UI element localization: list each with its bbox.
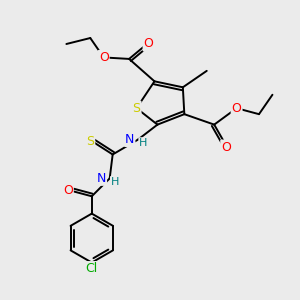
Text: N: N — [125, 133, 134, 146]
Text: N: N — [97, 172, 106, 185]
Text: O: O — [144, 38, 153, 50]
Text: O: O — [221, 140, 231, 154]
Text: S: S — [86, 134, 94, 148]
Text: O: O — [63, 184, 73, 197]
Text: O: O — [99, 51, 109, 64]
Text: S: S — [133, 102, 141, 115]
Text: H: H — [139, 138, 148, 148]
Text: H: H — [111, 177, 119, 187]
Text: Cl: Cl — [85, 262, 98, 275]
Text: O: O — [232, 102, 242, 115]
